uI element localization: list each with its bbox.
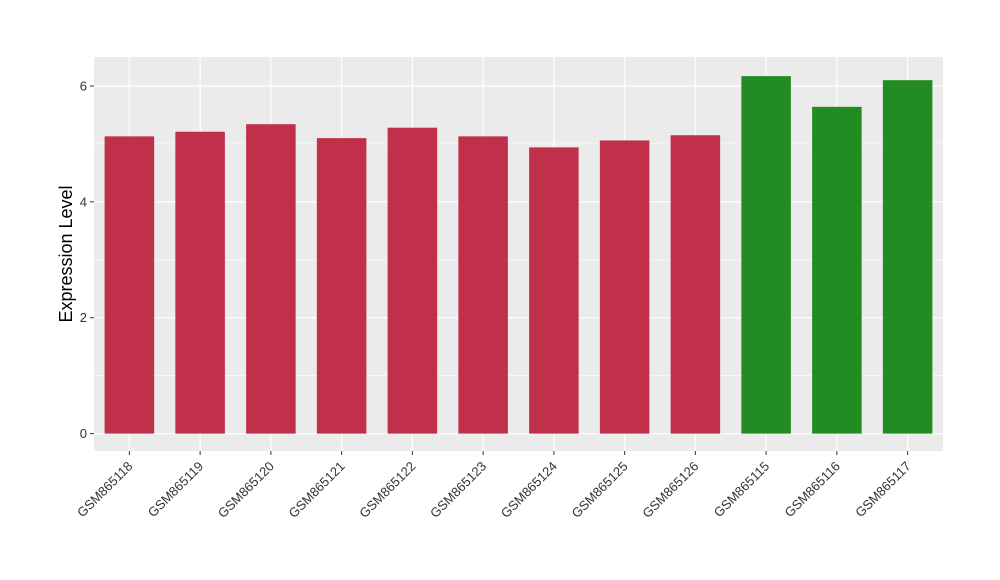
- plot-panel: [94, 57, 943, 451]
- x-axis: GSM865118 GSM865119 GSM865120 GSM865121 GSM8…: [74, 451, 914, 521]
- bar-GSM865115: [741, 76, 791, 434]
- bar-GSM865124: [529, 147, 579, 434]
- x-tick-label: GSM865117: [852, 459, 914, 521]
- x-tick-label: GSM865123: [427, 459, 489, 521]
- bar-GSM865125: [599, 140, 650, 434]
- x-tick-label: GSM865120: [215, 459, 277, 521]
- x-tick-label: GSM865124: [498, 459, 560, 521]
- x-tick-label: GSM865121: [286, 459, 348, 521]
- y-tick-label: 0: [80, 426, 87, 441]
- y-tick-label: 4: [80, 194, 87, 209]
- bar-GSM865116: [812, 106, 862, 434]
- bar-GSM865120: [246, 124, 296, 434]
- bar-GSM865126: [670, 135, 721, 434]
- y-tick-label: 2: [80, 310, 87, 325]
- x-tick-label: GSM865125: [569, 459, 631, 521]
- y-axis: 0 2 4 6: [80, 78, 94, 441]
- bar-GSM865123: [458, 136, 508, 434]
- bar-GSM865121: [316, 138, 367, 434]
- bar-GSM865119: [175, 131, 225, 434]
- bars: [104, 76, 933, 434]
- y-axis-title: Expression Level: [56, 185, 76, 322]
- x-tick-label: GSM865122: [356, 459, 418, 521]
- y-tick-label: 6: [80, 78, 87, 93]
- x-tick-label: GSM865116: [781, 459, 843, 521]
- x-tick-label: GSM865115: [711, 459, 773, 521]
- x-tick-label: GSM865119: [145, 459, 207, 521]
- x-tick-label: GSM865126: [639, 459, 701, 521]
- bar-GSM865118: [104, 136, 155, 434]
- bar-GSM865117: [882, 80, 933, 434]
- bar-GSM865122: [387, 127, 438, 434]
- x-tick-label: GSM865118: [74, 459, 136, 521]
